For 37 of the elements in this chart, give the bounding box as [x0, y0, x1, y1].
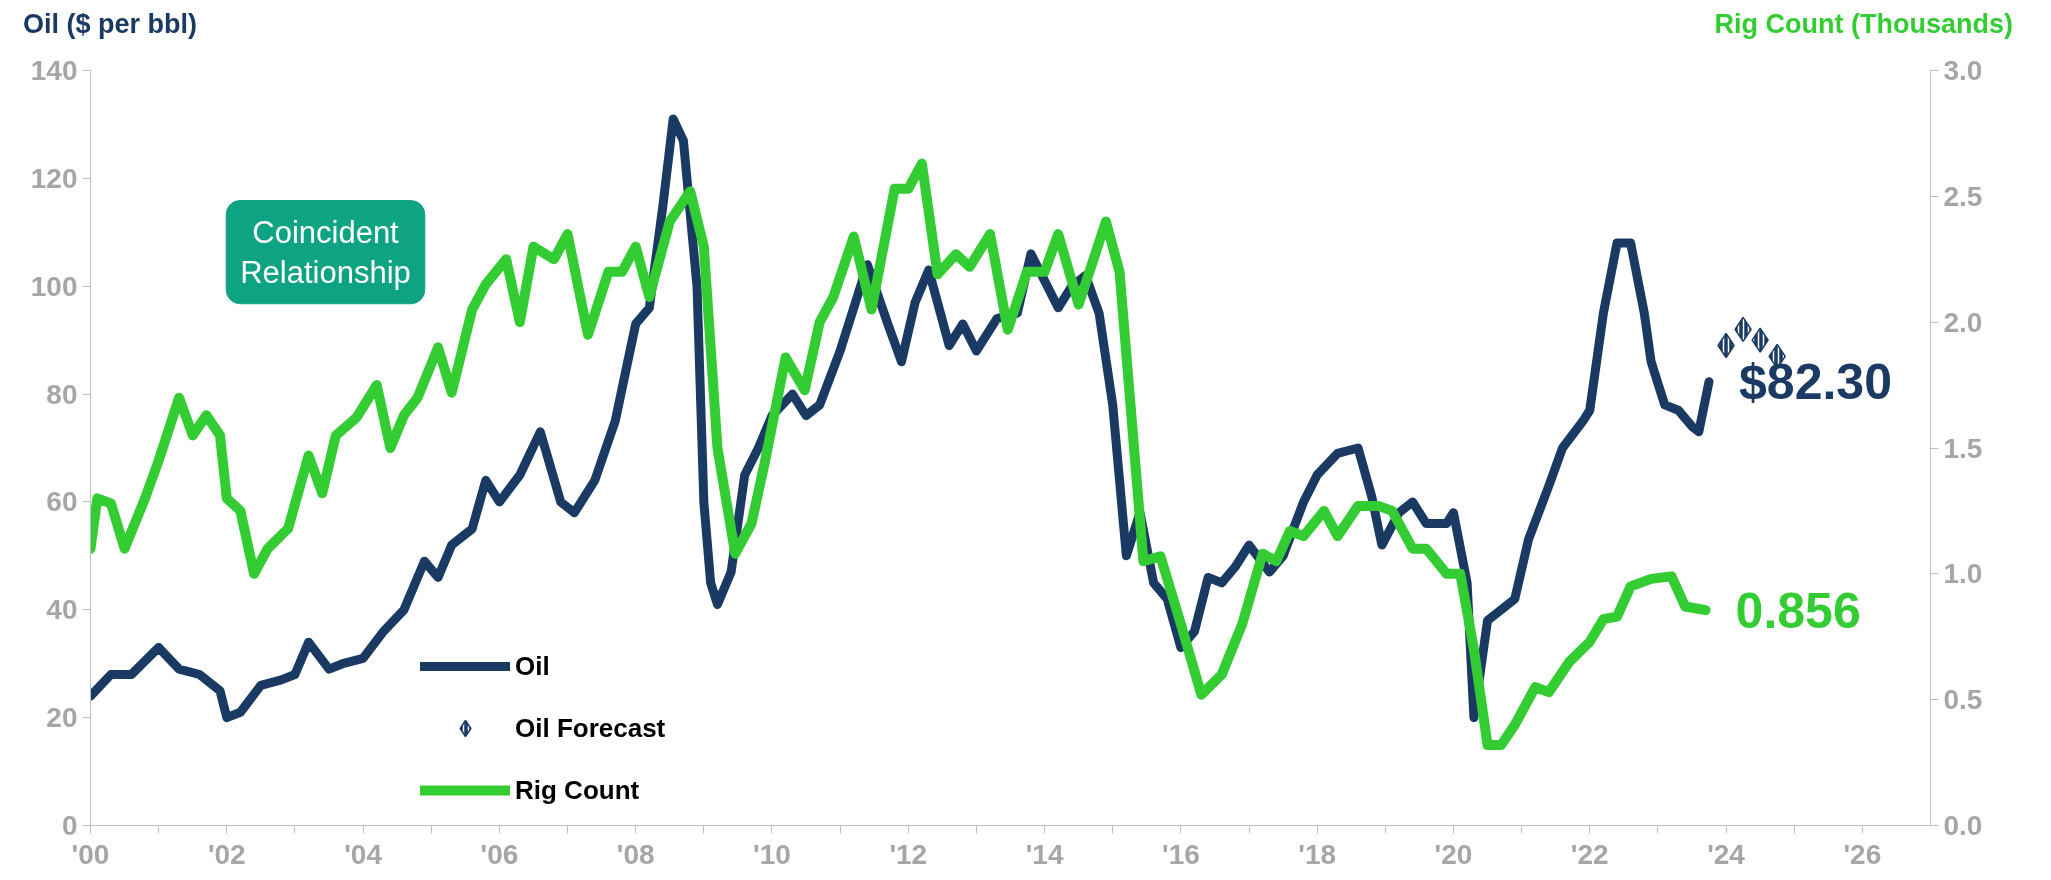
- y2-tick-label: 1.5: [1943, 432, 1983, 464]
- legend-label: Oil Forecast: [515, 712, 666, 744]
- data-label: $82.30: [1739, 353, 1892, 410]
- x-tick-label: '16: [1161, 838, 1200, 870]
- x-tick-label: '12: [889, 838, 928, 870]
- legend-label: Rig Count: [515, 774, 640, 806]
- y2-tick-label: 0.0: [1943, 810, 1983, 841]
- y2-tick-label: 1.0: [1943, 558, 1983, 590]
- y-tick-label: 40: [46, 594, 78, 626]
- x-tick-label: '06: [480, 838, 519, 870]
- y-tick-label: 140: [30, 55, 78, 86]
- y2-axis-title: Rig Count (Thousands): [1714, 8, 2013, 41]
- legend-label: Oil: [515, 650, 550, 682]
- y2-tick-label: 2.0: [1943, 306, 1983, 338]
- y-axis-title: Oil ($ per bbl): [23, 8, 198, 41]
- x-tick-label: '02: [207, 838, 246, 870]
- x-tick-label: '26: [1843, 838, 1882, 870]
- annotation: Coincident Relationship: [240, 214, 411, 290]
- y2-tick-label: 2.5: [1943, 180, 1983, 212]
- data-label: 0.856: [1735, 582, 1861, 639]
- y-tick-label: 20: [46, 702, 78, 734]
- x-tick-label: '24: [1707, 838, 1746, 870]
- y-tick-label: 0: [61, 810, 78, 841]
- x-tick-label: '00: [71, 838, 110, 870]
- y-tick-label: 60: [46, 486, 78, 518]
- x-tick-label: '18: [1298, 838, 1337, 870]
- x-tick-label: '22: [1570, 838, 1609, 870]
- x-tick-label: '08: [616, 838, 655, 870]
- x-tick-label: '10: [753, 838, 791, 870]
- y2-tick-label: 0.5: [1943, 684, 1983, 716]
- y-tick-label: 100: [30, 270, 78, 302]
- x-tick-label: '20: [1434, 838, 1473, 870]
- x-tick-label: '04: [344, 838, 383, 870]
- y-tick-label: 120: [30, 162, 78, 194]
- y-tick-label: 80: [46, 378, 78, 410]
- y2-tick-label: 3.0: [1943, 55, 1983, 86]
- x-tick-label: '14: [1025, 838, 1064, 870]
